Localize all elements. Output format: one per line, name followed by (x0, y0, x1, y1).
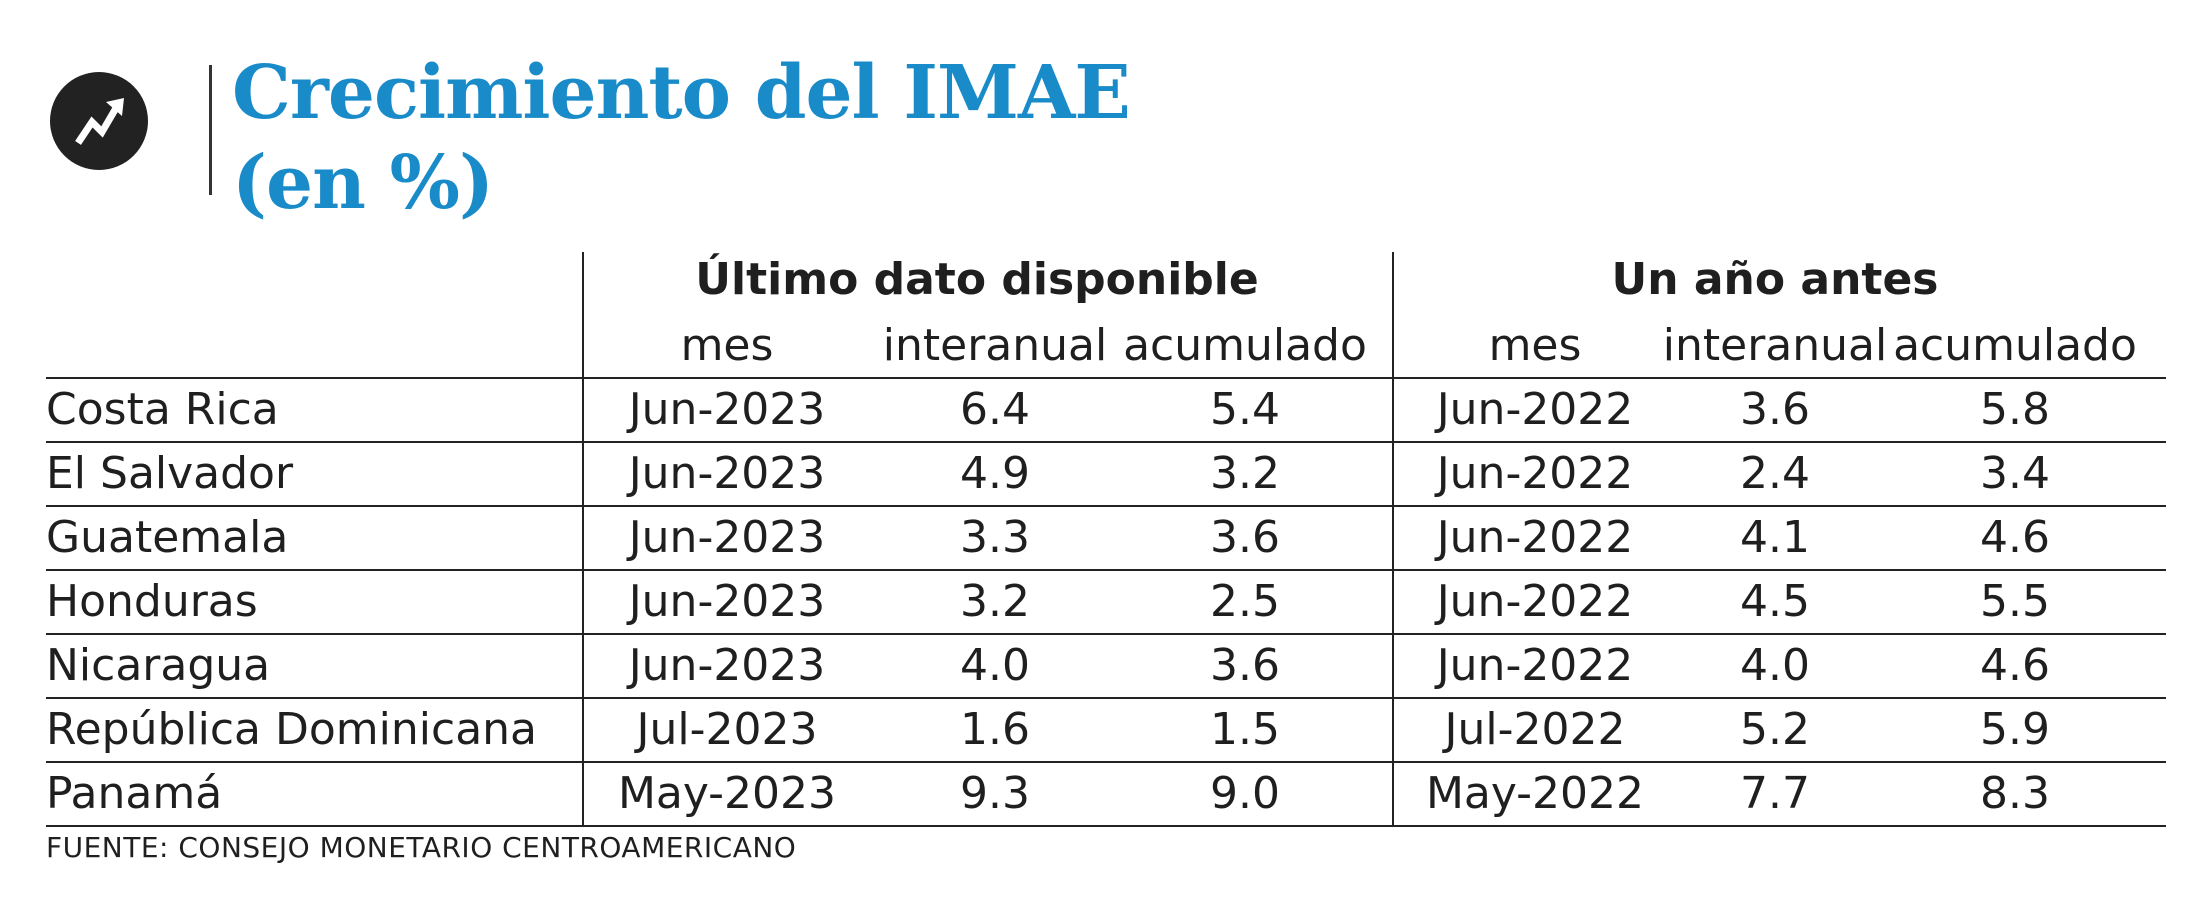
prior-month-cell: Jun-2022 (1436, 640, 1634, 691)
prior-acumulado-cell: 8.3 (1980, 768, 2050, 819)
country-label: Panamá (46, 768, 223, 819)
prior-month-cell: Jun-2022 (1436, 576, 1634, 627)
country-label: Costa Rica (46, 384, 279, 435)
table-row: Guatemala Jun-2023 3.3 3.6 Jun-2022 4.1 4.6 (46, 505, 2166, 569)
latest-interanual-cell: 3.2 (960, 576, 1030, 627)
prior-acumulado-cell: 5.5 (1980, 576, 2050, 627)
trending-up-icon (50, 72, 148, 170)
prior-month-cell: Jun-2022 (1436, 512, 1634, 563)
latest-acumulado-cell: 5.4 (1210, 384, 1280, 435)
prior-acumulado-cell: 4.6 (1980, 640, 2050, 691)
latest-acumulado-cell: 1.5 (1210, 704, 1280, 755)
latest-month-cell: Jun-2023 (628, 448, 826, 499)
latest-acumulado-cell: 3.6 (1210, 640, 1280, 691)
table-row: El Salvador Jun-2023 4.9 3.2 Jun-2022 2.4 3.4 (46, 441, 2166, 505)
latest-interanual-cell: 4.0 (960, 640, 1030, 691)
title-line-1: Crecimiento del IMAE (232, 50, 1131, 136)
prior-interanual-cell: 4.0 (1740, 640, 1810, 691)
latest-acumulado-cell: 3.2 (1210, 448, 1280, 499)
title-line-2: (en %) (232, 140, 494, 226)
country-label: Nicaragua (46, 640, 271, 691)
table-row: Nicaragua Jun-2023 4.0 3.6 Jun-2022 4.0 4.6 (46, 633, 2166, 697)
latest-interanual-cell: 3.3 (960, 512, 1030, 563)
prior-interanual-cell: 4.5 (1740, 576, 1810, 627)
column-divider (582, 252, 584, 825)
source-note: FUENTE: CONSEJO MONETARIO CENTROAMERICAN… (46, 831, 797, 864)
prior-acumulado-cell: 4.6 (1980, 512, 2050, 563)
latest-acumulado-cell: 2.5 (1210, 576, 1280, 627)
group-header: Un año antes (1611, 254, 1939, 305)
latest-interanual-cell: 6.4 (960, 384, 1030, 435)
latest-acumulado-cell: 3.6 (1210, 512, 1280, 563)
prior-month-cell: Jun-2022 (1436, 448, 1634, 499)
column-header-acumulado: acumulado (1123, 320, 1367, 371)
prior-interanual-cell: 7.7 (1740, 768, 1810, 819)
column-header-interanual: interanual (882, 320, 1108, 371)
latest-month-cell: Jun-2023 (628, 640, 826, 691)
prior-acumulado-cell: 5.8 (1980, 384, 2050, 435)
latest-interanual-cell: 9.3 (960, 768, 1030, 819)
country-label: República Dominicana (46, 704, 538, 755)
prior-month-cell: Jul-2022 (1444, 704, 1626, 755)
latest-month-cell: Jun-2023 (628, 512, 826, 563)
table-row: Honduras Jun-2023 3.2 2.5 Jun-2022 4.5 5.5 (46, 569, 2166, 633)
latest-month-cell: Jul-2023 (636, 704, 818, 755)
column-header-mes: mes (680, 320, 774, 371)
prior-interanual-cell: 4.1 (1740, 512, 1810, 563)
prior-interanual-cell: 2.4 (1740, 448, 1810, 499)
latest-interanual-cell: 4.9 (960, 448, 1030, 499)
prior-interanual-cell: 3.6 (1740, 384, 1810, 435)
country-label: Honduras (46, 576, 258, 627)
latest-month-cell: May-2023 (617, 768, 837, 819)
column-header-acumulado: acumulado (1893, 320, 2137, 371)
table-row: Panamá May-2023 9.3 9.0 May-2022 7.7 8.3 (46, 761, 2166, 827)
latest-interanual-cell: 1.6 (960, 704, 1030, 755)
latest-acumulado-cell: 9.0 (1210, 768, 1280, 819)
chart-title: Crecimiento del IMAE (en %) (232, 48, 1131, 228)
prior-interanual-cell: 5.2 (1740, 704, 1810, 755)
prior-month-cell: May-2022 (1425, 768, 1645, 819)
latest-month-cell: Jun-2023 (628, 576, 826, 627)
prior-month-cell: Jun-2022 (1436, 384, 1634, 435)
group-header: Último dato disponible (695, 254, 1259, 305)
prior-acumulado-cell: 3.4 (1980, 448, 2050, 499)
country-label: Guatemala (46, 512, 289, 563)
prior-acumulado-cell: 5.9 (1980, 704, 2050, 755)
table-row: Costa Rica Jun-2023 6.4 5.4 Jun-2022 3.6 5.8 (46, 377, 2166, 441)
column-header-mes: mes (1488, 320, 1582, 371)
latest-month-cell: Jun-2023 (628, 384, 826, 435)
title-divider (209, 65, 212, 195)
column-header-interanual: interanual (1662, 320, 1888, 371)
column-divider (1392, 252, 1394, 825)
table-row: República Dominicana Jul-2023 1.6 1.5 Jul-20… (46, 697, 2166, 761)
country-label: El Salvador (46, 448, 294, 499)
